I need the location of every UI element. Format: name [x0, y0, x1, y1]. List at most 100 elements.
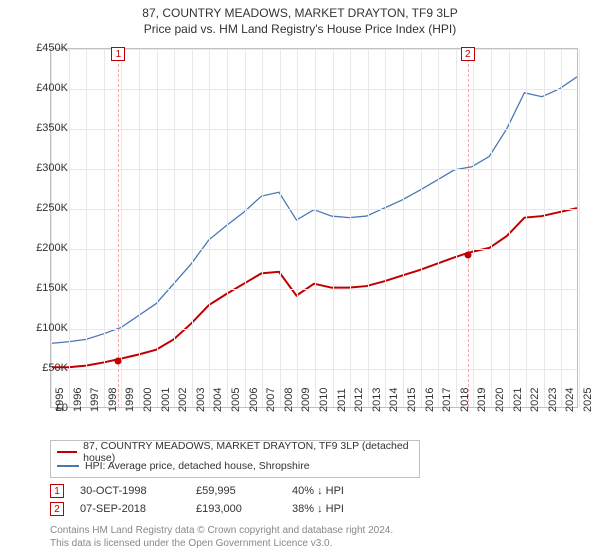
x-axis-label: 1998	[107, 388, 119, 412]
y-axis-label: £50K	[42, 362, 68, 374]
x-axis-label: 2002	[177, 388, 189, 412]
gridline-v	[51, 49, 52, 407]
y-axis-label: £450K	[36, 42, 68, 54]
plot-area: 12	[50, 48, 578, 408]
gridline-v	[491, 49, 492, 407]
x-axis-label: 2017	[441, 388, 453, 412]
gridline-v	[139, 49, 140, 407]
gridline-v	[86, 49, 87, 407]
chart-container: 87, COUNTRY MEADOWS, MARKET DRAYTON, TF9…	[0, 0, 600, 560]
y-axis-label: £150K	[36, 282, 68, 294]
gridline-v	[544, 49, 545, 407]
gridline-v	[104, 49, 105, 407]
gridline-v	[473, 49, 474, 407]
sale-row-date: 30-OCT-1998	[80, 485, 180, 497]
x-axis-label: 2022	[529, 388, 541, 412]
gridline-h	[51, 89, 577, 90]
x-axis-label: 2020	[494, 388, 506, 412]
gridline-h	[51, 129, 577, 130]
footer-attribution: Contains HM Land Registry data © Crown c…	[50, 524, 393, 550]
legend-box: 87, COUNTRY MEADOWS, MARKET DRAYTON, TF9…	[50, 440, 420, 478]
sale-marker-box: 1	[111, 47, 125, 61]
gridline-h	[51, 169, 577, 170]
sale-row-price: £193,000	[196, 503, 276, 515]
x-axis-label: 1999	[124, 388, 136, 412]
sale-row-marker: 2	[50, 502, 64, 516]
x-axis-label: 2001	[160, 388, 172, 412]
title-block: 87, COUNTRY MEADOWS, MARKET DRAYTON, TF9…	[0, 0, 600, 36]
gridline-v	[262, 49, 263, 407]
series-line	[51, 77, 577, 344]
sale-marker-dot	[464, 251, 471, 258]
gridline-h	[51, 329, 577, 330]
gridline-v	[438, 49, 439, 407]
gridline-v	[385, 49, 386, 407]
legend-swatch	[57, 465, 79, 467]
sale-row-marker: 1	[50, 484, 64, 498]
gridline-v	[69, 49, 70, 407]
gridline-v	[245, 49, 246, 407]
x-axis-label: 2009	[300, 388, 312, 412]
gridline-v	[297, 49, 298, 407]
sale-row-price: £59,995	[196, 485, 276, 497]
legend-label: HPI: Average price, detached house, Shro…	[85, 460, 310, 472]
gridline-v	[209, 49, 210, 407]
x-axis-label: 2019	[476, 388, 488, 412]
gridline-v	[192, 49, 193, 407]
x-axis-label: 2013	[371, 388, 383, 412]
title-main: 87, COUNTRY MEADOWS, MARKET DRAYTON, TF9…	[0, 6, 600, 20]
gridline-v	[280, 49, 281, 407]
title-sub: Price paid vs. HM Land Registry's House …	[0, 22, 600, 36]
x-axis-label: 2004	[212, 388, 224, 412]
gridline-v	[368, 49, 369, 407]
x-axis-label: 2011	[336, 388, 348, 412]
y-axis-label: £250K	[36, 202, 68, 214]
sale-row-pct: 40% ↓ HPI	[292, 485, 402, 497]
gridline-v	[403, 49, 404, 407]
x-axis-label: 1995	[54, 388, 66, 412]
x-axis-label: 2025	[582, 388, 594, 412]
x-axis-label: 2024	[564, 388, 576, 412]
line-series-svg	[51, 49, 577, 407]
x-axis-label: 2016	[424, 388, 436, 412]
gridline-v	[174, 49, 175, 407]
footer-line-1: Contains HM Land Registry data © Crown c…	[50, 524, 393, 537]
series-line	[51, 208, 577, 367]
x-axis-label: 2008	[283, 388, 295, 412]
y-axis-label: £350K	[36, 122, 68, 134]
x-axis-label: 2012	[353, 388, 365, 412]
sale-marker-box: 2	[461, 47, 475, 61]
gridline-h	[51, 49, 577, 50]
gridline-v	[227, 49, 228, 407]
y-axis-label: £300K	[36, 162, 68, 174]
x-axis-label: 2010	[318, 388, 330, 412]
x-axis-label: 2018	[459, 388, 471, 412]
gridline-v	[579, 49, 580, 407]
legend-row: 87, COUNTRY MEADOWS, MARKET DRAYTON, TF9…	[57, 445, 413, 459]
sale-row: 1 30-OCT-1998 £59,995 40% ↓ HPI	[50, 482, 402, 500]
legend-swatch	[57, 451, 77, 453]
x-axis-label: 2015	[406, 388, 418, 412]
sale-row-pct: 38% ↓ HPI	[292, 503, 402, 515]
sale-marker-line	[468, 49, 469, 407]
sale-row-date: 07-SEP-2018	[80, 503, 180, 515]
gridline-v	[526, 49, 527, 407]
sale-marker-line	[118, 49, 119, 407]
gridline-v	[350, 49, 351, 407]
gridline-v	[333, 49, 334, 407]
x-axis-label: 2000	[142, 388, 154, 412]
gridline-h	[51, 289, 577, 290]
gridline-v	[456, 49, 457, 407]
x-axis-label: 2007	[265, 388, 277, 412]
x-axis-label: 1997	[89, 388, 101, 412]
gridline-v	[121, 49, 122, 407]
y-axis-label: £200K	[36, 242, 68, 254]
sale-marker-dot	[115, 358, 122, 365]
y-axis-label: £100K	[36, 322, 68, 334]
gridline-h	[51, 209, 577, 210]
x-axis-label: 2006	[248, 388, 260, 412]
gridline-v	[157, 49, 158, 407]
gridline-v	[561, 49, 562, 407]
x-axis-label: 1996	[72, 388, 84, 412]
gridline-v	[509, 49, 510, 407]
